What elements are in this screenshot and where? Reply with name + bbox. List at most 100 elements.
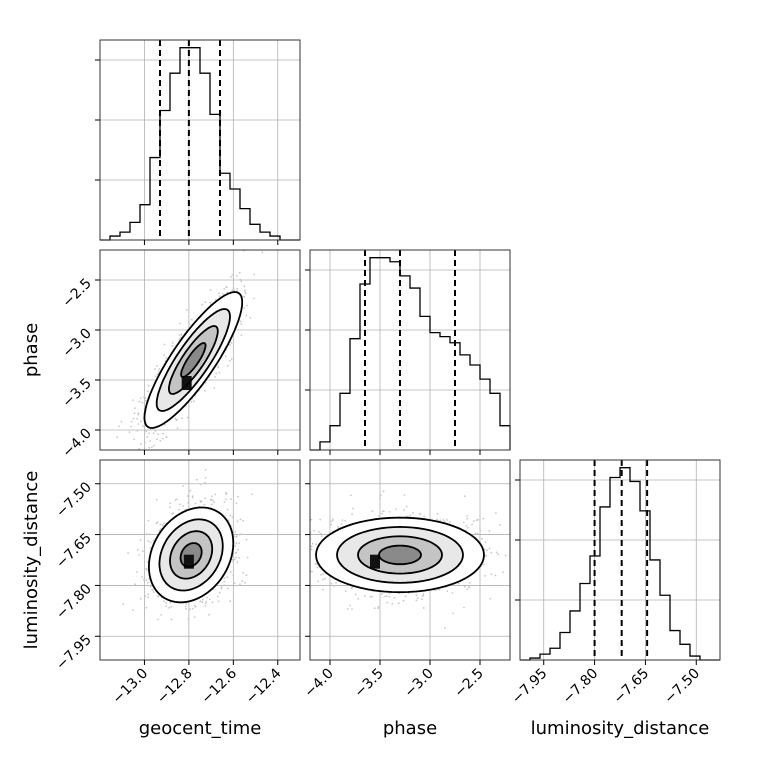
sample-point — [226, 508, 229, 511]
sample-point — [165, 436, 168, 439]
sample-point — [386, 601, 389, 604]
sample-point — [422, 594, 425, 597]
sample-point — [163, 343, 166, 346]
sample-point — [512, 562, 514, 564]
x-tick-label: −12.8 — [154, 666, 196, 708]
sample-point — [438, 588, 441, 591]
sample-point — [176, 498, 178, 501]
sample-point — [240, 533, 243, 535]
sample-point — [145, 429, 148, 432]
sample-point — [214, 375, 216, 378]
sample-point — [227, 365, 229, 367]
sample-point — [182, 505, 185, 507]
density-shade — [181, 343, 206, 377]
sample-point — [231, 516, 234, 519]
histogram-outline — [520, 467, 720, 661]
sample-point — [189, 489, 192, 492]
sample-point — [137, 549, 139, 551]
sample-point — [162, 437, 164, 440]
sample-point — [214, 298, 217, 301]
sample-point — [178, 508, 180, 511]
histogram-bar — [660, 595, 670, 660]
sample-point — [307, 572, 309, 574]
sample-point — [310, 518, 313, 521]
sample-point — [153, 444, 155, 447]
sample-point — [147, 519, 150, 522]
sample-point — [381, 593, 383, 596]
sample-point — [152, 539, 155, 542]
histogram-outline — [310, 257, 511, 451]
sample-point — [351, 513, 353, 516]
sample-point — [180, 334, 183, 337]
sample-point — [191, 495, 194, 498]
sample-point — [245, 538, 248, 541]
sample-point — [171, 345, 174, 347]
sample-point — [322, 578, 324, 581]
sample-point — [236, 520, 239, 523]
histogram-bar — [160, 110, 170, 240]
sample-point — [321, 588, 324, 591]
sample-point — [209, 301, 212, 304]
sample-point — [244, 292, 247, 295]
sample-point — [179, 503, 181, 506]
sample-point — [232, 574, 235, 577]
sample-point — [246, 556, 249, 559]
sample-point — [436, 518, 438, 521]
contour-line — [155, 308, 231, 412]
sample-point — [158, 370, 160, 373]
histogram-bar — [650, 560, 660, 660]
sample-point — [331, 518, 334, 521]
sample-point — [288, 529, 290, 531]
sample-point — [190, 401, 193, 403]
sample-point — [152, 591, 155, 593]
contour-line — [357, 535, 443, 575]
sample-point — [132, 417, 135, 420]
sample-point — [488, 530, 491, 532]
sample-point — [340, 523, 343, 525]
histogram-bar — [600, 507, 610, 660]
sample-point — [223, 577, 226, 579]
sample-point — [140, 456, 142, 458]
histogram-bar — [320, 442, 330, 450]
sample-point — [217, 365, 220, 367]
sample-point — [149, 541, 152, 544]
sample-point — [145, 567, 148, 570]
sample-point — [133, 438, 135, 441]
sample-point — [151, 446, 153, 448]
sample-point — [229, 344, 232, 346]
sample-point — [141, 576, 144, 578]
histogram-bar — [380, 258, 390, 450]
sample-point — [293, 565, 295, 567]
sample-point — [137, 413, 139, 416]
contour-line — [336, 525, 464, 584]
sample-point — [161, 524, 164, 527]
sample-point — [178, 334, 181, 336]
sample-point — [204, 605, 207, 607]
histogram-bar — [220, 173, 230, 240]
sample-point — [130, 425, 132, 428]
sample-point — [223, 288, 226, 290]
x-tick-label: −7.80 — [560, 666, 602, 708]
sample-point — [301, 557, 303, 559]
sample-point — [223, 501, 226, 503]
histogram-bar — [250, 224, 260, 240]
sample-point — [187, 618, 190, 621]
sample-point — [242, 572, 245, 574]
sample-point — [350, 587, 353, 590]
sample-point — [148, 446, 151, 449]
sample-point — [137, 423, 140, 425]
sample-point — [203, 503, 206, 506]
histogram-bar — [170, 73, 180, 240]
histogram-bar — [140, 205, 150, 240]
sample-point — [494, 574, 497, 577]
x-tick-label: −7.50 — [661, 666, 703, 708]
sample-point — [185, 309, 188, 311]
histogram-bar — [680, 644, 690, 660]
sample-point — [205, 477, 207, 479]
sample-point — [403, 509, 406, 511]
sample-point — [499, 524, 501, 526]
histogram-bar — [630, 481, 640, 660]
sample-point — [333, 585, 336, 587]
sample-point — [393, 597, 396, 599]
sample-point — [236, 561, 239, 564]
